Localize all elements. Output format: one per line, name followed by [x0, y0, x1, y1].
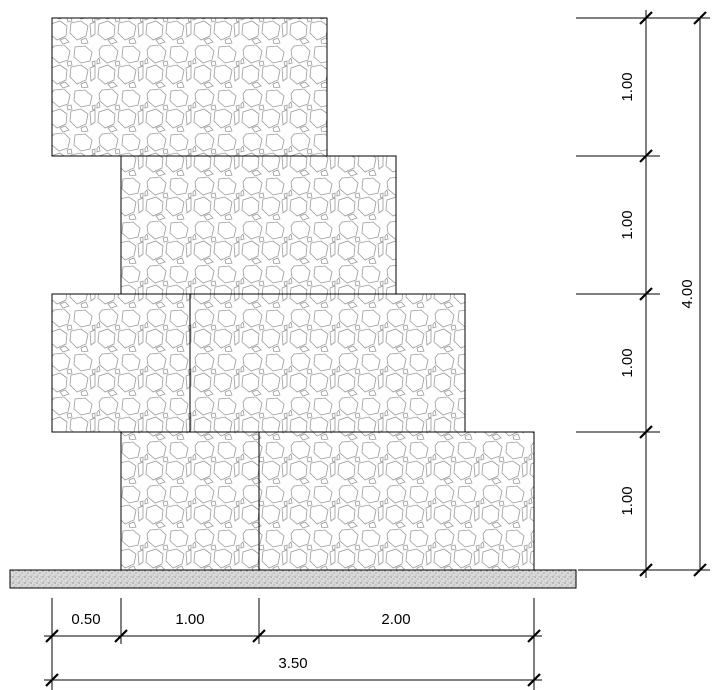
vertical-dimensions [576, 10, 710, 578]
gabion-row4-right [258, 431, 535, 571]
dim-row1: 1.00 [619, 72, 636, 101]
gabion-row3-right [189, 293, 466, 433]
gabion-row4-left [120, 431, 260, 571]
dim-row4: 1.00 [619, 486, 636, 515]
dim-total-width: 3.50 [278, 655, 307, 672]
dim-seg3: 2.00 [381, 611, 410, 628]
horizontal-dimensions [44, 598, 542, 690]
dim-row2: 1.00 [619, 210, 636, 239]
gabion-baskets [51, 17, 535, 571]
dim-seg2: 1.00 [175, 611, 204, 628]
ground-base [9, 569, 577, 589]
gabion-row3-left [51, 293, 191, 433]
gabion-row1 [51, 17, 328, 157]
dim-total-height: 4.00 [679, 279, 696, 308]
dim-seg1: 0.50 [71, 611, 100, 628]
dim-row3: 1.00 [619, 348, 636, 377]
gabion-row2 [120, 155, 397, 295]
